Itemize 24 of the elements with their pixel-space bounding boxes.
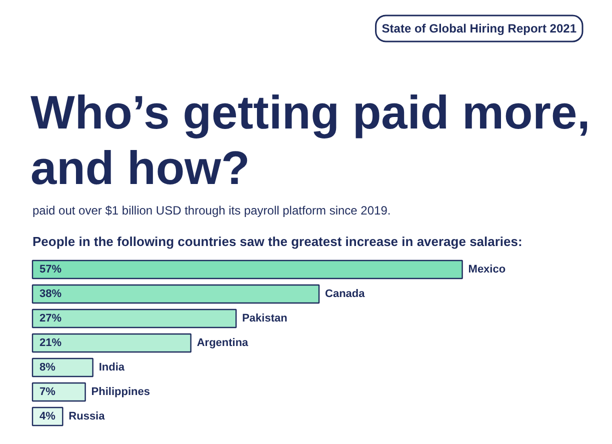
bar [32, 382, 86, 402]
y-tick-label: Russia [68, 410, 106, 422]
bar [32, 358, 94, 378]
y-tick-label: Pakistan [242, 312, 288, 324]
y-tick-label: Mexico [468, 264, 506, 276]
data-label: 38% [40, 288, 62, 300]
data-label: 4% [40, 410, 56, 422]
data-label: 57% [40, 264, 62, 276]
bar [32, 333, 192, 353]
bar [32, 308, 237, 328]
y-tick-label: Philippines [91, 386, 150, 398]
text: paid out over $1 billion USD through its payroll platform since 2019. [32, 204, 391, 218]
data-label: 7% [40, 386, 56, 398]
chart-title: Who’s getting paid more, and how? [30, 86, 590, 194]
chart-subtitle: People in the following countries saw the greatest increase in average salaries: [32, 234, 522, 249]
data-label: 27% [40, 312, 62, 324]
data-label: 8% [40, 362, 56, 374]
bar [32, 260, 463, 280]
data-label: 21% [40, 337, 62, 349]
y-tick-label: Canada [325, 288, 366, 300]
text: State of Global Hiring Report 2021 [382, 22, 577, 36]
y-tick-label: Argentina [196, 337, 250, 349]
bar [32, 284, 320, 304]
y-tick-label: India [98, 362, 126, 374]
